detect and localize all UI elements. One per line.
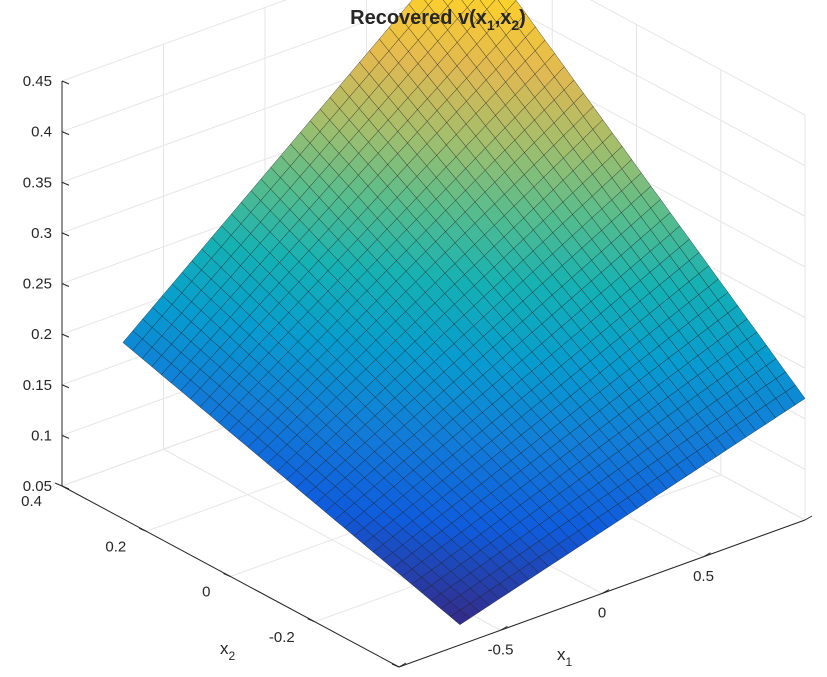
- chart-title-sep: ,x: [495, 7, 512, 29]
- y-tick: [54, 482, 63, 487]
- tick-labels: -1-0.500.5-0.4-0.200.20.40.050.10.150.20…: [21, 73, 714, 677]
- chart-title-prefix: Recovered v(x: [350, 7, 487, 29]
- grid-line: [589, 0, 806, 116]
- z-tick: [61, 283, 70, 287]
- y-tick-label: 0: [202, 584, 210, 601]
- z-tick: [61, 232, 70, 237]
- x-tick: [703, 552, 711, 558]
- z-tick-label: 0.35: [23, 174, 52, 191]
- z-tick: [61, 181, 70, 186]
- y-tick: [391, 663, 400, 668]
- z-tick: [61, 485, 70, 490]
- grid-line: [61, 0, 288, 82]
- surface-patch: [442, 0, 454, 7]
- grid-line: [61, 0, 428, 133]
- y-tick-label: 0.4: [21, 493, 42, 510]
- surface-patch: [449, 609, 471, 626]
- chart-title: Recovered v(x1,x2): [350, 7, 526, 33]
- x-tick: [398, 662, 407, 668]
- y-tick: [139, 527, 147, 532]
- z-tick-label: 0.4: [31, 124, 52, 141]
- z-tick-label: 0.1: [31, 427, 52, 444]
- z-tick-label: 0.05: [23, 478, 52, 495]
- z-tick-label: 0.15: [23, 377, 52, 394]
- z-tick: [61, 333, 70, 338]
- x-tick: [601, 589, 610, 594]
- y-axis-title: x2: [220, 639, 236, 663]
- surface-mesh: [122, 0, 806, 626]
- x-axis-title-main: x: [557, 645, 566, 664]
- z-tick-label: 0.3: [31, 225, 52, 242]
- x-tick: [804, 515, 813, 521]
- z-tick: [61, 80, 70, 85]
- x-axis-title-sub: 1: [566, 655, 573, 669]
- surface-patch: [424, 0, 433, 6]
- z-tick-label: 0.45: [23, 73, 52, 90]
- x-tick: [500, 625, 508, 631]
- y-axis-title-sub: 2: [229, 649, 236, 663]
- z-tick-label: 0.2: [31, 326, 52, 343]
- chart-title-sub2: 2: [511, 17, 519, 33]
- y-tick-label: 0.2: [105, 538, 126, 555]
- z-tick: [61, 434, 70, 439]
- x-tick-label: -0.5: [488, 641, 514, 658]
- y-tick-label: -0.2: [269, 629, 295, 646]
- y-tick: [223, 573, 231, 577]
- y-tick-label: -0.4: [353, 674, 379, 677]
- z-tick-label: 0.25: [23, 276, 52, 293]
- x-tick-label: 0.5: [693, 568, 714, 585]
- x-axis-title: x1: [557, 645, 573, 669]
- x-tick-label: 0: [598, 605, 606, 622]
- chart-title-sub1: 1: [487, 17, 495, 33]
- y-axis-title-main: x: [220, 639, 229, 658]
- z-tick: [61, 384, 70, 389]
- z-tick: [61, 131, 70, 136]
- chart-title-suffix: ): [519, 7, 526, 29]
- axes-box: [54, 80, 813, 668]
- y-tick: [307, 618, 315, 623]
